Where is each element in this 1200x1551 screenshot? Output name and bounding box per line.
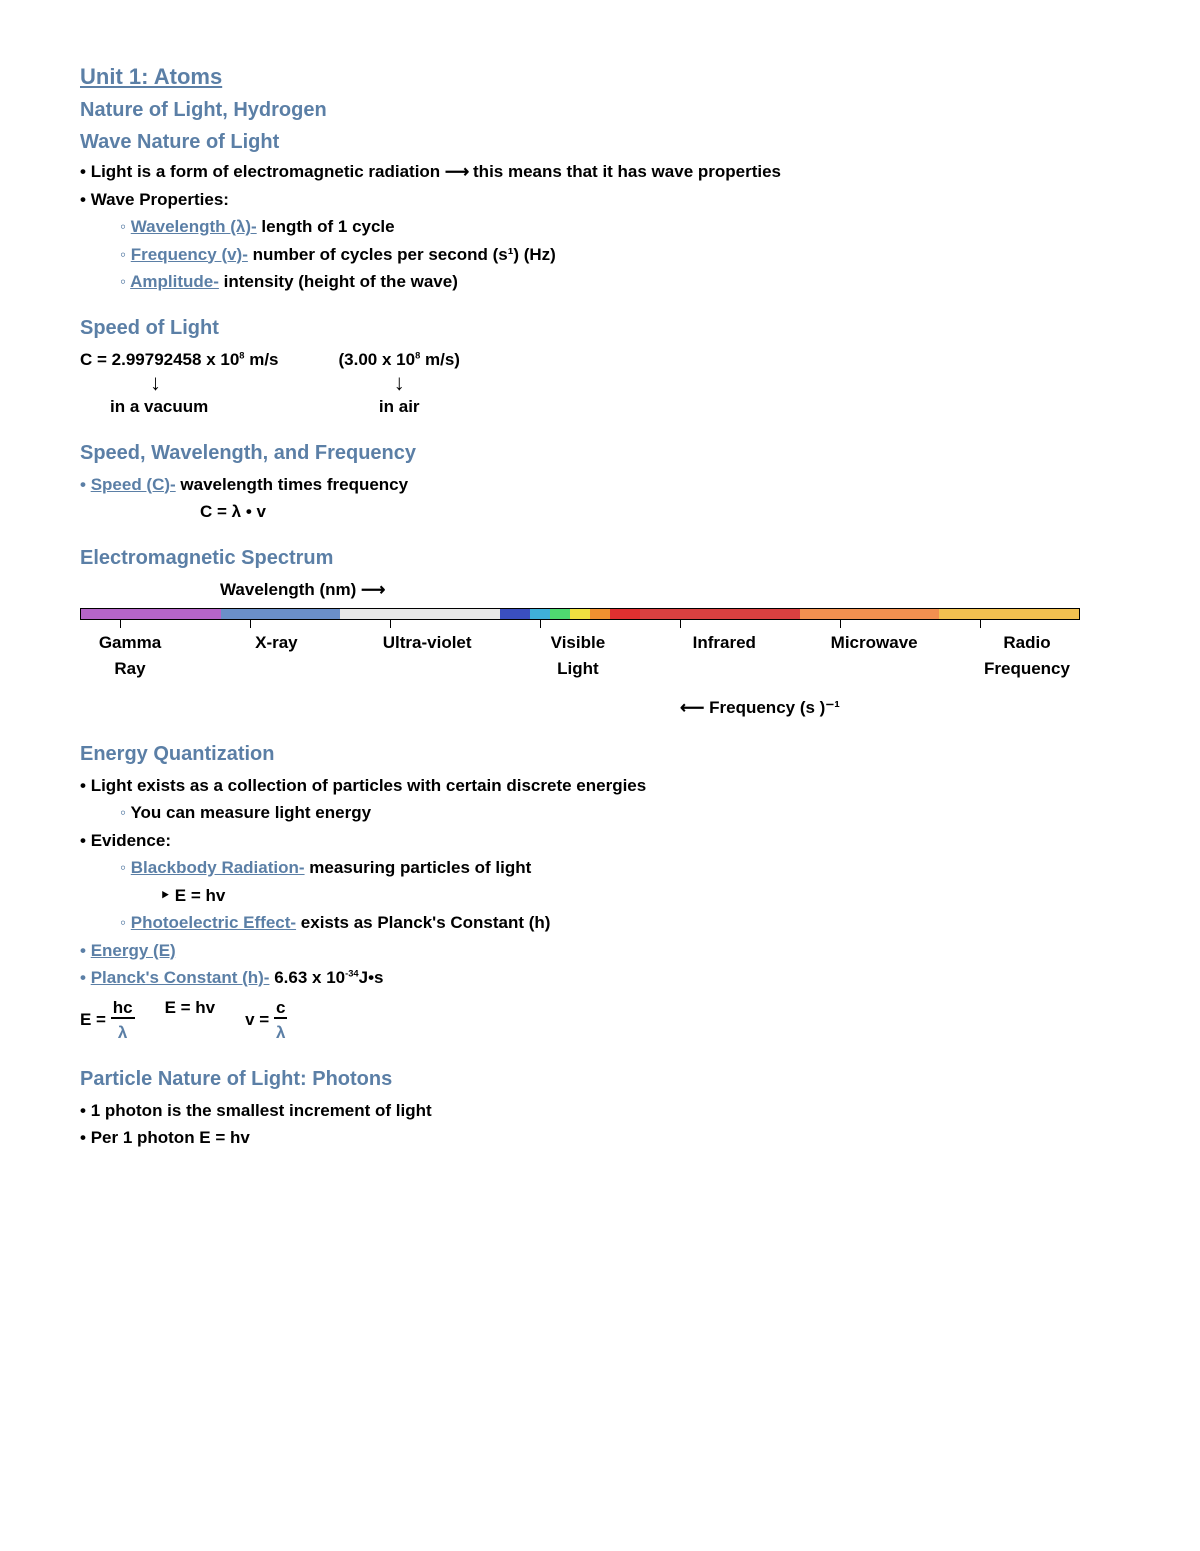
energy-q-list: Light exists as a collection of particle… [80,773,1120,799]
spectrum-tick [540,620,541,628]
spectrum-label: Microwave [831,630,918,681]
spectrum-bar [80,608,1080,620]
formula-e-hc-lambda: E = hcλ [80,995,135,1046]
spectrum-segment [640,609,800,619]
spectrum-segment [81,609,221,619]
spectrum-tick [680,620,681,628]
spectrum-tick [120,620,121,628]
spectrum-label: Infrared [684,630,764,681]
wavelength-term: Wavelength (λ)- [131,217,257,236]
wave-properties-label: Wave Properties: [80,187,1120,213]
spectrum-segment [570,609,590,619]
speed-term: Speed (C)- [91,475,176,494]
spectrum-segment [590,609,610,619]
formula-e-hv: E = hv [165,995,216,1021]
energy-term-line: Energy (E) [80,938,1120,964]
amplitude-def: intensity (height of the wave) [219,272,458,291]
planck-val: 6.63 x 10-34J•s [269,968,383,987]
blackbody-formula-list: E = hv [160,883,1120,909]
spectrum-segment [939,609,1079,619]
energy-q-heading: Energy Quantization [80,739,1120,769]
frequency-direction-label: ⟵ Frequency (s )⁻¹ [400,695,1120,721]
wave-nature-list: Light is a form of electromagnetic radia… [80,159,1120,212]
photon-line2: Per 1 photon E = hv [80,1125,1120,1151]
photoelectric-term: Photoelectric Effect- [131,913,296,932]
frequency-item: Frequency (v)- number of cycles per seco… [120,242,1120,268]
spectrum-segment [221,609,341,619]
wavelength-def: length of 1 cycle [257,217,395,236]
air-label: in air [339,394,460,420]
vacuum-value: C = 2.99792458 x 108 m/s [80,347,279,373]
energy-q-sublist1: You can measure light energy [120,800,1120,826]
spectrum-diagram: GammaRay X-ray Ultra-violet VisibleLight Inf… [80,608,1080,681]
speed-def-line: Speed (C)- wavelength times frequency [80,472,1120,498]
vacuum-label: in a vacuum [110,394,279,420]
down-arrow-icon: ↓ [150,372,279,394]
photoelectric-def: exists as Planck's Constant (h) [296,913,550,932]
frequency-term: Frequency (v)- [131,245,248,264]
blackbody-term: Blackbody Radiation- [131,858,305,877]
photoelectric-item: Photoelectric Effect- exists as Planck's… [120,910,1120,936]
spectrum-segment [530,609,550,619]
speed-of-light-heading: Speed of Light [80,313,1120,343]
speed-of-light-block: C = 2.99792458 x 108 m/s ↓ in a vacuum (… [80,347,1120,420]
spectrum-label: GammaRay [90,630,170,681]
wave-nature-line1: Light is a form of electromagnetic radia… [80,159,1120,185]
e-hv-formula: E = hv [160,883,1120,909]
wave-properties-sublist: Wavelength (λ)- length of 1 cycle Freque… [120,214,1120,295]
photons-list: 1 photon is the smallest increment of li… [80,1098,1120,1151]
speed-formula: C = λ • v [200,499,1120,525]
energy-q-line1: Light exists as a collection of particle… [80,773,1120,799]
spectrum-tick [840,620,841,628]
frequency-def: number of cycles per second (s¹) (Hz) [248,245,556,264]
planck-line: Planck's Constant (h)- 6.63 x 10-34J•s [80,965,1120,991]
spectrum-tick [250,620,251,628]
evidence-label: Evidence: [80,828,1120,854]
spectrum-segment [550,609,570,619]
evidence-list: Evidence: [80,828,1120,854]
spectrum-segment [340,609,500,619]
swf-heading: Speed, Wavelength, and Frequency [80,438,1120,468]
photon-line1: 1 photon is the smallest increment of li… [80,1098,1120,1124]
wavelength-item: Wavelength (λ)- length of 1 cycle [120,214,1120,240]
evidence-sublist: Blackbody Radiation- measuring particles… [120,855,1120,881]
spectrum-tick [390,620,391,628]
arrow-icon: ⟶ [445,159,468,185]
subtitle-nature: Nature of Light, Hydrogen [80,95,1120,125]
measure-light: You can measure light energy [120,800,1120,826]
spectrum-tick [980,620,981,628]
energy-term: Energy (E) [91,941,176,960]
spectrum-label: VisibleLight [538,630,618,681]
planck-term: Planck's Constant (h)- [91,968,270,987]
photons-heading: Particle Nature of Light: Photons [80,1064,1120,1094]
evidence-sublist2: Photoelectric Effect- exists as Planck's… [120,910,1120,936]
spectrum-segment [800,609,940,619]
spectrum-label: X-ray [236,630,316,681]
amplitude-term: Amplitude- [130,272,219,291]
text-segment: this means that it has wave properties [468,162,781,181]
formula-row: E = hcλ E = hv v = cλ [80,995,1120,1046]
air-value: (3.00 x 108 m/s) [339,347,460,373]
wavelength-direction-label: Wavelength (nm) ⟶ [220,577,1120,603]
amplitude-item: Amplitude- intensity (height of the wave… [120,269,1120,295]
spectrum-segment [610,609,640,619]
spectrum-label: RadioFrequency [984,630,1070,681]
spectrum-label: Ultra-violet [383,630,472,681]
blackbody-item: Blackbody Radiation- measuring particles… [120,855,1120,881]
page-title: Unit 1: Atoms [80,60,1120,93]
blackbody-def: measuring particles of light [305,858,532,877]
spectrum-heading: Electromagnetic Spectrum [80,543,1120,573]
spectrum-segment [500,609,530,619]
spectrum-labels: GammaRay X-ray Ultra-violet VisibleLight Inf… [80,630,1080,681]
spectrum-ticks [80,620,1080,628]
formula-v-c-lambda: v = cλ [245,995,287,1046]
subtitle-wave-nature: Wave Nature of Light [80,127,1120,157]
text-segment: Light is a form of electromagnetic radia… [91,162,445,181]
down-arrow-icon: ↓ [339,372,460,394]
speed-def: wavelength times frequency [176,475,408,494]
